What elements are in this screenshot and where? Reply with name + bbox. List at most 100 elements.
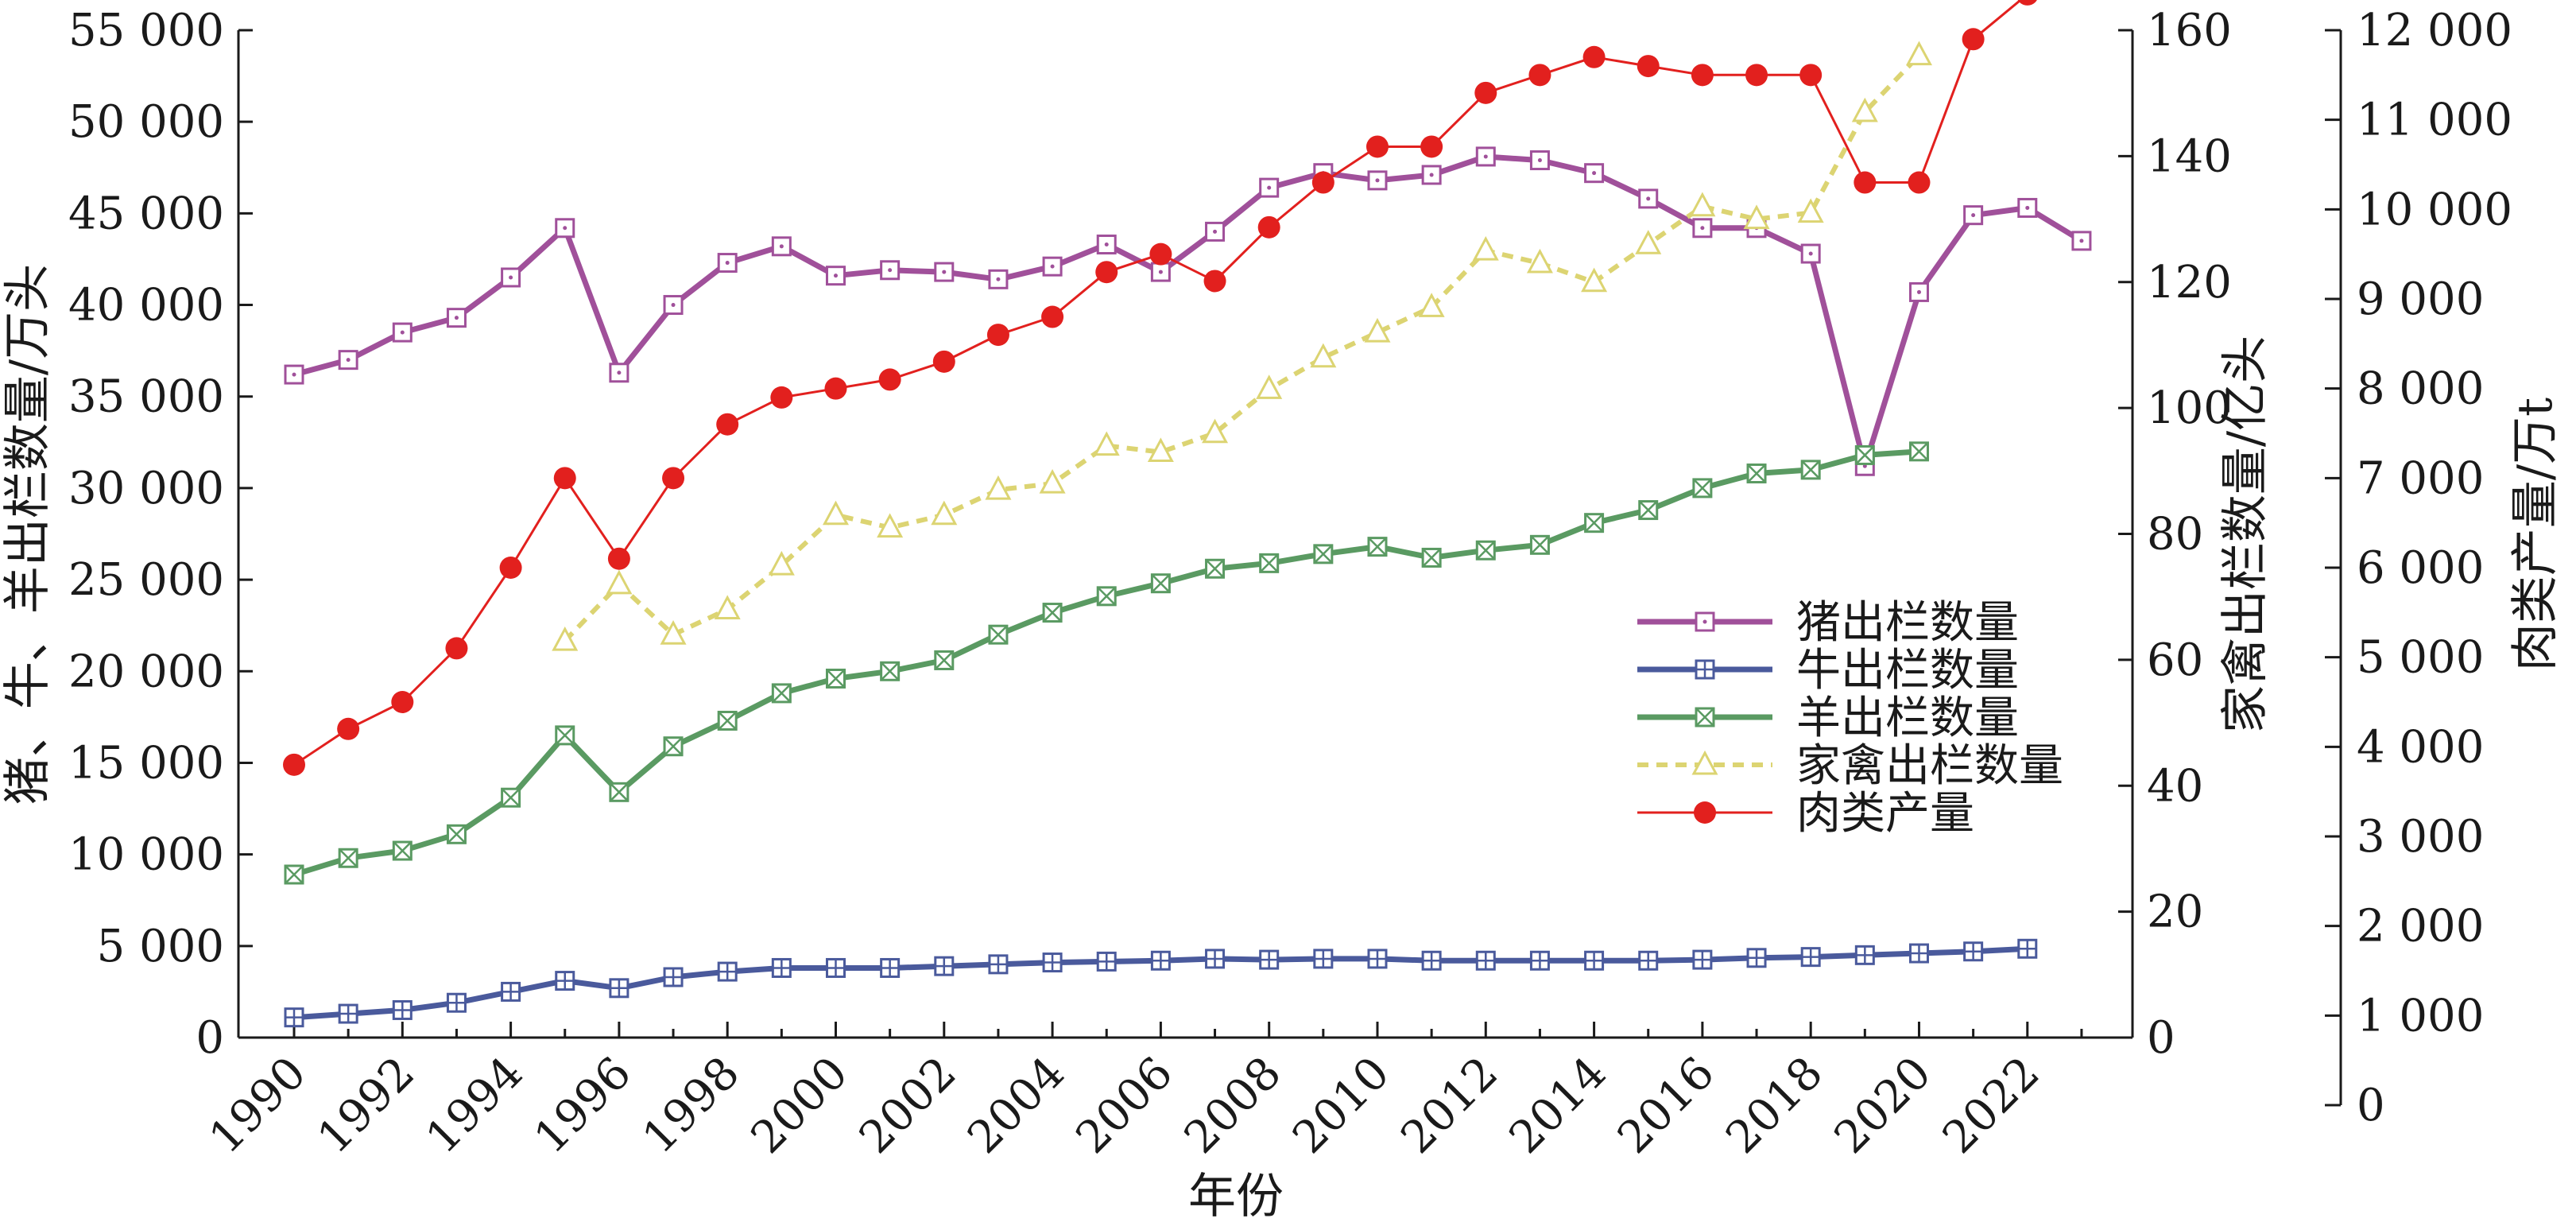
series-line	[293, 0, 2023, 766]
data-point	[392, 999, 413, 1020]
data-point	[2017, 938, 2038, 959]
data-point	[1905, 41, 1932, 66]
data-point	[607, 547, 630, 570]
x-axis-tick-label: 2010	[1283, 1047, 1400, 1164]
x-axis-tick-label: 2006	[1067, 1047, 1183, 1164]
data-point	[771, 683, 792, 704]
legend-marker	[1691, 750, 1718, 775]
data-point	[1093, 431, 1120, 456]
x-axis-tick-label: 1994	[416, 1047, 533, 1164]
data-point	[609, 363, 629, 383]
data-point	[552, 626, 579, 651]
right-axis-2-tick-label: 5 000	[2357, 632, 2484, 684]
data-point	[771, 957, 792, 978]
data-point	[1421, 950, 1442, 971]
data-point	[1421, 547, 1442, 568]
data-point	[555, 218, 575, 239]
x-axis-tick-label: 2022	[1933, 1047, 2050, 1164]
data-point	[1367, 170, 1388, 191]
data-point	[1475, 950, 1496, 971]
series-line	[293, 153, 2083, 469]
series-3	[284, 441, 1929, 885]
data-point	[609, 782, 629, 802]
data-point	[1475, 146, 1496, 167]
x-axis-tick-label: 1998	[633, 1047, 750, 1164]
x-axis-tick-label: 2012	[1391, 1047, 1508, 1164]
right-axis-1-tick-label: 100	[2147, 382, 2232, 434]
right-axis-2-tick-label: 11 000	[2357, 95, 2512, 146]
legend-item: 肉类产量	[1637, 788, 1974, 840]
left-axis-tick-label: 50 000	[68, 96, 224, 148]
data-point	[1689, 192, 1716, 217]
legend-item: 羊出栏数量	[1637, 693, 2019, 744]
data-point	[1367, 949, 1388, 969]
data-point	[1313, 949, 1334, 969]
legend-item: 猪出栏数量	[1637, 597, 2019, 649]
data-point	[1256, 374, 1283, 399]
data-point	[1584, 950, 1605, 971]
data-point	[1692, 949, 1713, 970]
data-point	[1854, 171, 1877, 194]
data-point	[284, 864, 304, 885]
right-axis-2-tick-label: 0	[2357, 1080, 2385, 1131]
data-point	[1746, 463, 1767, 483]
series-1	[284, 146, 2092, 476]
data-point	[1908, 441, 1929, 462]
data-point	[1150, 262, 1171, 282]
legend-marker	[1694, 801, 1716, 824]
data-point	[931, 500, 958, 526]
data-point	[1800, 460, 1821, 480]
data-point	[1096, 586, 1117, 607]
data-point	[1150, 950, 1171, 971]
data-point	[1582, 45, 1606, 68]
left-axis-title: 猪、牛、羊出栏数量/万头	[0, 264, 56, 805]
legend-marker	[1695, 659, 1715, 680]
left-axis-tick-label: 5 000	[97, 921, 224, 972]
left-axis-tick-label: 20 000	[68, 646, 224, 697]
data-point	[988, 269, 1009, 289]
data-point	[392, 840, 413, 861]
right-axis-2-tick-label: 10 000	[2357, 184, 2512, 235]
x-axis-tick-label: 2016	[1608, 1047, 1725, 1164]
data-point	[1743, 204, 1770, 230]
data-point	[445, 637, 468, 660]
data-point	[606, 569, 633, 595]
data-point	[1529, 150, 1550, 171]
data-point	[1908, 171, 1931, 194]
data-point	[985, 475, 1012, 500]
data-point	[1259, 177, 1280, 198]
x-axis-tick-label: 2014	[1500, 1047, 1617, 1164]
data-point	[1797, 198, 1824, 223]
right-axis-1-tick-label: 140	[2147, 130, 2232, 182]
data-point	[1851, 97, 1878, 122]
x-axis-tick-label: 2000	[742, 1047, 858, 1164]
data-point	[880, 661, 901, 681]
data-point	[1149, 242, 1172, 266]
right-axis-1-tick-label: 40	[2147, 760, 2203, 812]
series-5	[283, 0, 2037, 776]
legend-label: 肉类产量	[1796, 788, 1974, 840]
data-point	[1474, 81, 1497, 104]
legend-label: 羊出栏数量	[1796, 693, 2019, 744]
data-point	[1418, 293, 1445, 317]
data-point	[1962, 28, 1985, 51]
data-point	[1854, 444, 1875, 465]
tick-labels: 0 5 000 10 000 15 000 20 000 25 000 30 000 35 0…	[68, 5, 2512, 1164]
right-axis-2-tick-label: 12 000	[2357, 5, 2512, 56]
right-axis-2-tick-label: 6 000	[2357, 542, 2484, 594]
data-point	[1202, 418, 1229, 444]
data-point	[1472, 235, 1499, 261]
legend-marker	[1695, 611, 1715, 632]
data-point	[1205, 221, 1226, 242]
data-point	[1584, 513, 1605, 533]
right-axis-2-title: 肉类产量/万t	[2508, 398, 2563, 671]
legend-label: 牛出栏数量	[1796, 645, 2019, 696]
legend-label: 猪出栏数量	[1796, 597, 2019, 649]
data-point	[1691, 64, 1714, 87]
data-point	[2017, 197, 2038, 218]
data-point	[2017, 0, 2037, 6]
left-axis-tick-label: 10 000	[68, 829, 224, 881]
data-point	[771, 236, 792, 257]
right-axis-2-tick-label: 7 000	[2357, 452, 2484, 504]
